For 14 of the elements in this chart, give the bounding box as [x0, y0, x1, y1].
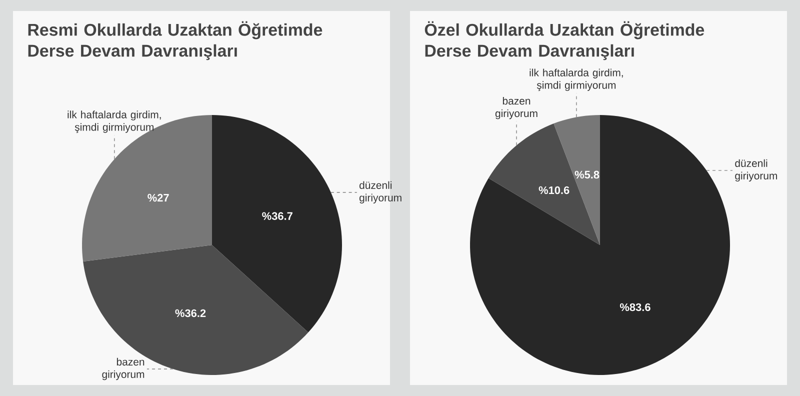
- data-label: %83.6: [620, 303, 650, 312]
- slice-label: düzenli giriyorum: [735, 159, 777, 182]
- slice-label: bazen giriyorum: [495, 96, 538, 120]
- data-label: %5.8: [574, 170, 600, 179]
- slice-label: ilk haftalarda girdim, şimdi girmiyorum: [530, 68, 623, 91]
- data-label: %27: [148, 194, 169, 202]
- slice-label: ilk haftalarda girdim, şimdi girmiyorum: [68, 110, 161, 133]
- data-label: %36.7: [262, 212, 292, 220]
- chart-title: Özel Okullarda Uzaktan Öğretimde Derse Devam Davranışları: [424, 21, 704, 60]
- data-label: %36.2: [175, 309, 206, 318]
- data-label: %10.6: [538, 186, 570, 194]
- slice-label: bazen giriyorum: [102, 358, 144, 380]
- chart-title: Resmi Okullarda Uzaktan Öğretimde Derse Devam Davranışları: [28, 21, 322, 60]
- slice-label: düzenli giriyorum: [360, 181, 402, 204]
